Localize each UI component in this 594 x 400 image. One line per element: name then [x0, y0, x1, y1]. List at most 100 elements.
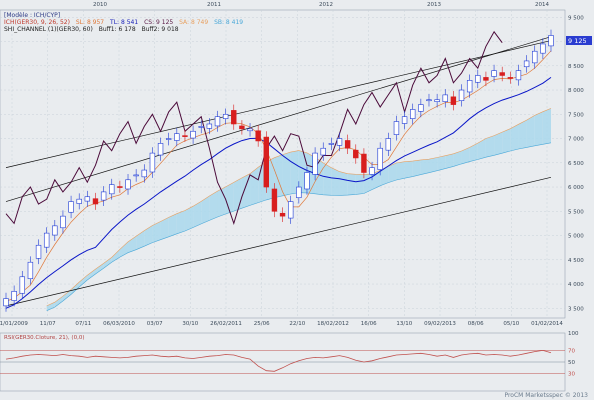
candle-body	[35, 244, 42, 259]
kumo-cloud	[79, 275, 88, 287]
legend-channel-name: SHI_CHANNEL (1)(GER30, 60)	[4, 26, 93, 33]
chikou-line	[5, 30, 503, 226]
kumo-cloud	[46, 302, 55, 311]
kumo-cloud	[71, 282, 80, 295]
candle-body	[214, 116, 221, 127]
x-tick-label: 08/06	[468, 321, 484, 327]
candle-body	[133, 174, 139, 177]
candle-body	[499, 72, 505, 76]
legend-model: [Modèle : ICH/CYP]	[4, 12, 64, 19]
rsi-tick-label: 30	[568, 372, 575, 378]
channel-upper-line	[5, 40, 552, 168]
channel-lower-line	[5, 176, 552, 307]
y-tick-label: 4 500	[568, 258, 584, 264]
kumo-cloud	[420, 159, 429, 175]
kumo-cloud	[412, 159, 421, 177]
kumo-cloud	[502, 128, 511, 154]
candle-body	[263, 136, 269, 188]
candle-body	[426, 99, 432, 102]
year-label: 2014	[535, 2, 549, 8]
x-tick-label: 13/10	[396, 321, 412, 327]
year-label: 2011	[207, 2, 221, 8]
kumo-cloud	[282, 152, 291, 196]
candle-body	[418, 104, 424, 112]
candle-body	[76, 198, 82, 204]
year-label: 2013	[427, 2, 441, 8]
kumo-cloud	[119, 241, 129, 258]
kumo-cloud	[144, 225, 153, 247]
candle-body	[271, 188, 278, 212]
candle-body	[523, 60, 530, 68]
x-tick-label: 22/10	[289, 321, 305, 327]
candle-body	[344, 140, 351, 149]
candle-body	[475, 75, 481, 83]
candle-body	[410, 109, 416, 119]
x-tick-label: 16/06	[361, 321, 377, 327]
footer-credit: ProCM Marketsspec © 2013	[504, 392, 588, 399]
kumo-cloud	[526, 115, 535, 148]
kumo-cloud	[323, 162, 332, 196]
x-tick-label: 30/10	[182, 321, 198, 327]
kumo-cloud	[396, 161, 405, 181]
candle-body	[11, 291, 17, 301]
kumo-cloud	[152, 221, 161, 243]
candle-body	[279, 212, 286, 217]
kumo-cloud	[380, 166, 389, 186]
kumo-cloud	[388, 162, 397, 183]
legend-ichimoku: ICH(GER30, 9, 26, 52) SL: 8 957 TL: 8 54…	[4, 19, 247, 26]
candle-body	[458, 89, 465, 102]
price-tag-box	[566, 36, 592, 45]
kumo-cloud	[168, 213, 177, 237]
candle-body	[532, 50, 538, 64]
kumo-cloud	[136, 230, 145, 250]
x-tick-label: 11/07	[40, 321, 56, 327]
candle-body	[401, 116, 408, 124]
year-label: 2012	[319, 2, 333, 8]
kumo-cloud	[494, 132, 503, 156]
candle-body	[361, 153, 367, 173]
x-tick-label: 06/03/2010	[103, 321, 135, 327]
candle-body	[231, 110, 237, 125]
candle-body	[149, 152, 156, 173]
candle-body	[222, 113, 229, 119]
candle-body	[68, 201, 74, 213]
rsi-tick-label: 70	[568, 348, 575, 354]
kumo-cloud	[534, 111, 543, 146]
candle-body	[434, 99, 440, 102]
y-tick-label: 7 500	[568, 112, 584, 118]
candle-body	[27, 261, 34, 280]
rsi-tick-label: 100	[568, 331, 579, 337]
price-tag: 9 125	[568, 37, 587, 45]
kumo-cloud	[128, 236, 137, 253]
candle-body	[190, 130, 196, 139]
candle-body	[353, 149, 359, 159]
x-tick-label: 18/02/2012	[317, 321, 349, 327]
rsi-label: RSI(GER30.Cloture, 21), (0,0)	[4, 335, 84, 341]
candle-body	[52, 225, 58, 236]
x-tick-label: 25/06	[254, 321, 270, 327]
y-tick-label: 6 000	[568, 185, 584, 191]
candle-body	[19, 276, 25, 294]
y-tick-label: 8 500	[568, 64, 584, 70]
candle-body	[450, 96, 457, 105]
kumo-cloud	[209, 191, 218, 221]
legend-ich-sa: SA: 8 749	[179, 19, 209, 26]
kumo-cloud	[201, 196, 210, 224]
candle-body	[328, 143, 335, 145]
price-layer: 3 500 4 000 4 500 5 000 5 500 6 000 6 500 7 000…	[0, 2, 584, 327]
legend-model-text: [Modèle : ICH/CYP]	[4, 12, 61, 19]
rsi-line	[5, 349, 552, 372]
kumo-cloud	[225, 182, 234, 215]
candle-body	[84, 196, 91, 202]
candle-body	[548, 35, 554, 47]
candle-body	[369, 167, 375, 175]
candle-body	[393, 121, 400, 135]
x-tick-label: 26/02/2011	[210, 321, 242, 327]
x-tick-label: 31/01/2009	[0, 321, 28, 327]
legend-ich-sb: SB: 8 419	[214, 19, 244, 26]
candle-body	[304, 172, 310, 190]
kumo-cloud	[290, 150, 299, 195]
candle-body	[198, 126, 204, 128]
candle-body	[377, 147, 383, 170]
